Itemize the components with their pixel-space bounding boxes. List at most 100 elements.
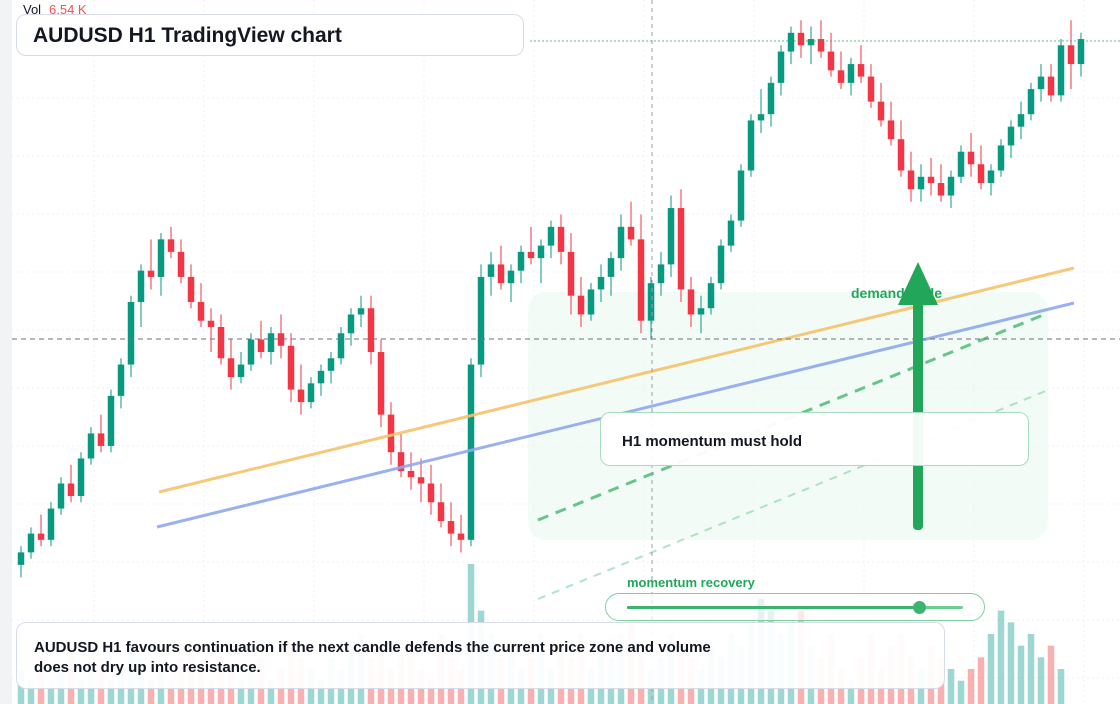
candle-up [917,176,925,190]
candle-down [187,276,195,302]
volume-bar [47,680,55,704]
candle-down [67,483,75,497]
candle-up [157,239,165,277]
candle-down [1067,45,1075,65]
candle-up [757,114,765,121]
candle-down [417,477,425,484]
candle-down [387,414,395,453]
crosshair [12,0,1120,704]
candle-down [857,64,865,77]
candle-up [617,226,625,259]
candle-up [347,314,355,334]
candle-down [177,251,185,277]
candle-down [227,358,235,378]
momentum-meter-label: momentum recovery [627,575,755,590]
candle-up [247,339,255,365]
candle-up [27,533,35,553]
candle-up [47,508,55,540]
candle-up [847,64,855,83]
volume-bar [847,680,855,704]
left-edge-strip [0,0,12,704]
candle-up [107,395,115,446]
volume-bar [27,680,35,704]
volume-label: Vol [23,2,42,17]
candle-up [237,364,245,378]
candle-up [747,120,755,171]
candle-up [1057,45,1065,96]
momentum-callout: H1 momentum must hold [600,412,1029,466]
momentum-meter[interactable] [605,593,985,621]
candle-up [607,258,615,277]
candle-up [647,283,655,321]
candle-down [897,139,905,171]
candle-up [507,270,515,284]
chart-title: AUDUSD H1 TradingView chart [33,24,342,47]
candle-up [987,170,995,184]
candle-down [567,251,575,296]
candle-down [447,521,455,534]
candle-down [427,483,435,503]
candle-up [327,358,335,371]
candle-down [277,333,285,346]
candle-down [967,151,975,165]
volume-bar [237,680,245,704]
meter-fill [627,606,920,609]
volume-bar [1037,657,1045,704]
candle-down [257,339,265,353]
candle-down [557,226,565,252]
channel-line-faint [537,389,1049,600]
candle-up [717,245,725,284]
candle-up [477,276,485,365]
volume-bar [957,680,965,704]
candle-down [927,176,935,184]
candle-up [57,483,65,509]
candle-up [697,308,705,315]
candle-down [217,327,225,359]
candle-up [807,39,815,46]
meter-track [627,601,963,614]
candle-up [487,264,495,277]
candle-up [267,333,275,353]
chart-title-box: AUDUSD H1 TradingView chart [16,14,524,56]
candle-up [17,552,25,565]
candle-up [77,458,85,497]
candle-up [1077,39,1085,65]
candle-up [1007,126,1015,146]
summary-text: AUDUSD H1 favours continuation if the ne… [34,639,711,676]
candle-down [797,32,805,46]
candle-down [867,76,875,102]
candle-down [407,470,415,478]
volume-value: 6.54 K [49,2,87,17]
meter-knob[interactable] [913,601,927,614]
candle-up [517,251,525,271]
volume-bar [997,610,1005,704]
candle-down [907,170,915,190]
candle-down [827,51,835,71]
volume-bar [1047,645,1055,704]
candle-up [707,283,715,309]
candle-up [547,226,555,246]
candle-down [167,239,175,252]
candle-up [137,270,145,302]
volume-bar [267,680,275,704]
candle-down [397,452,405,471]
candle-down [1047,76,1055,96]
candle-down [437,502,445,522]
candle-down [297,389,305,403]
volume-bar [977,657,985,704]
volume-bar [107,680,115,704]
candle-up [537,245,545,259]
candle-down [97,433,105,446]
candle-up [767,82,775,115]
candle-down [377,352,385,415]
candle-up [127,301,135,365]
candle-up [657,264,665,284]
candle-down [627,226,635,240]
volume-bar [1057,669,1065,704]
candle-up [117,364,125,396]
candle-down [677,208,685,290]
candle-down [887,120,895,140]
candle-up [777,51,785,83]
candles [17,20,1085,578]
volume-bar [317,680,325,704]
